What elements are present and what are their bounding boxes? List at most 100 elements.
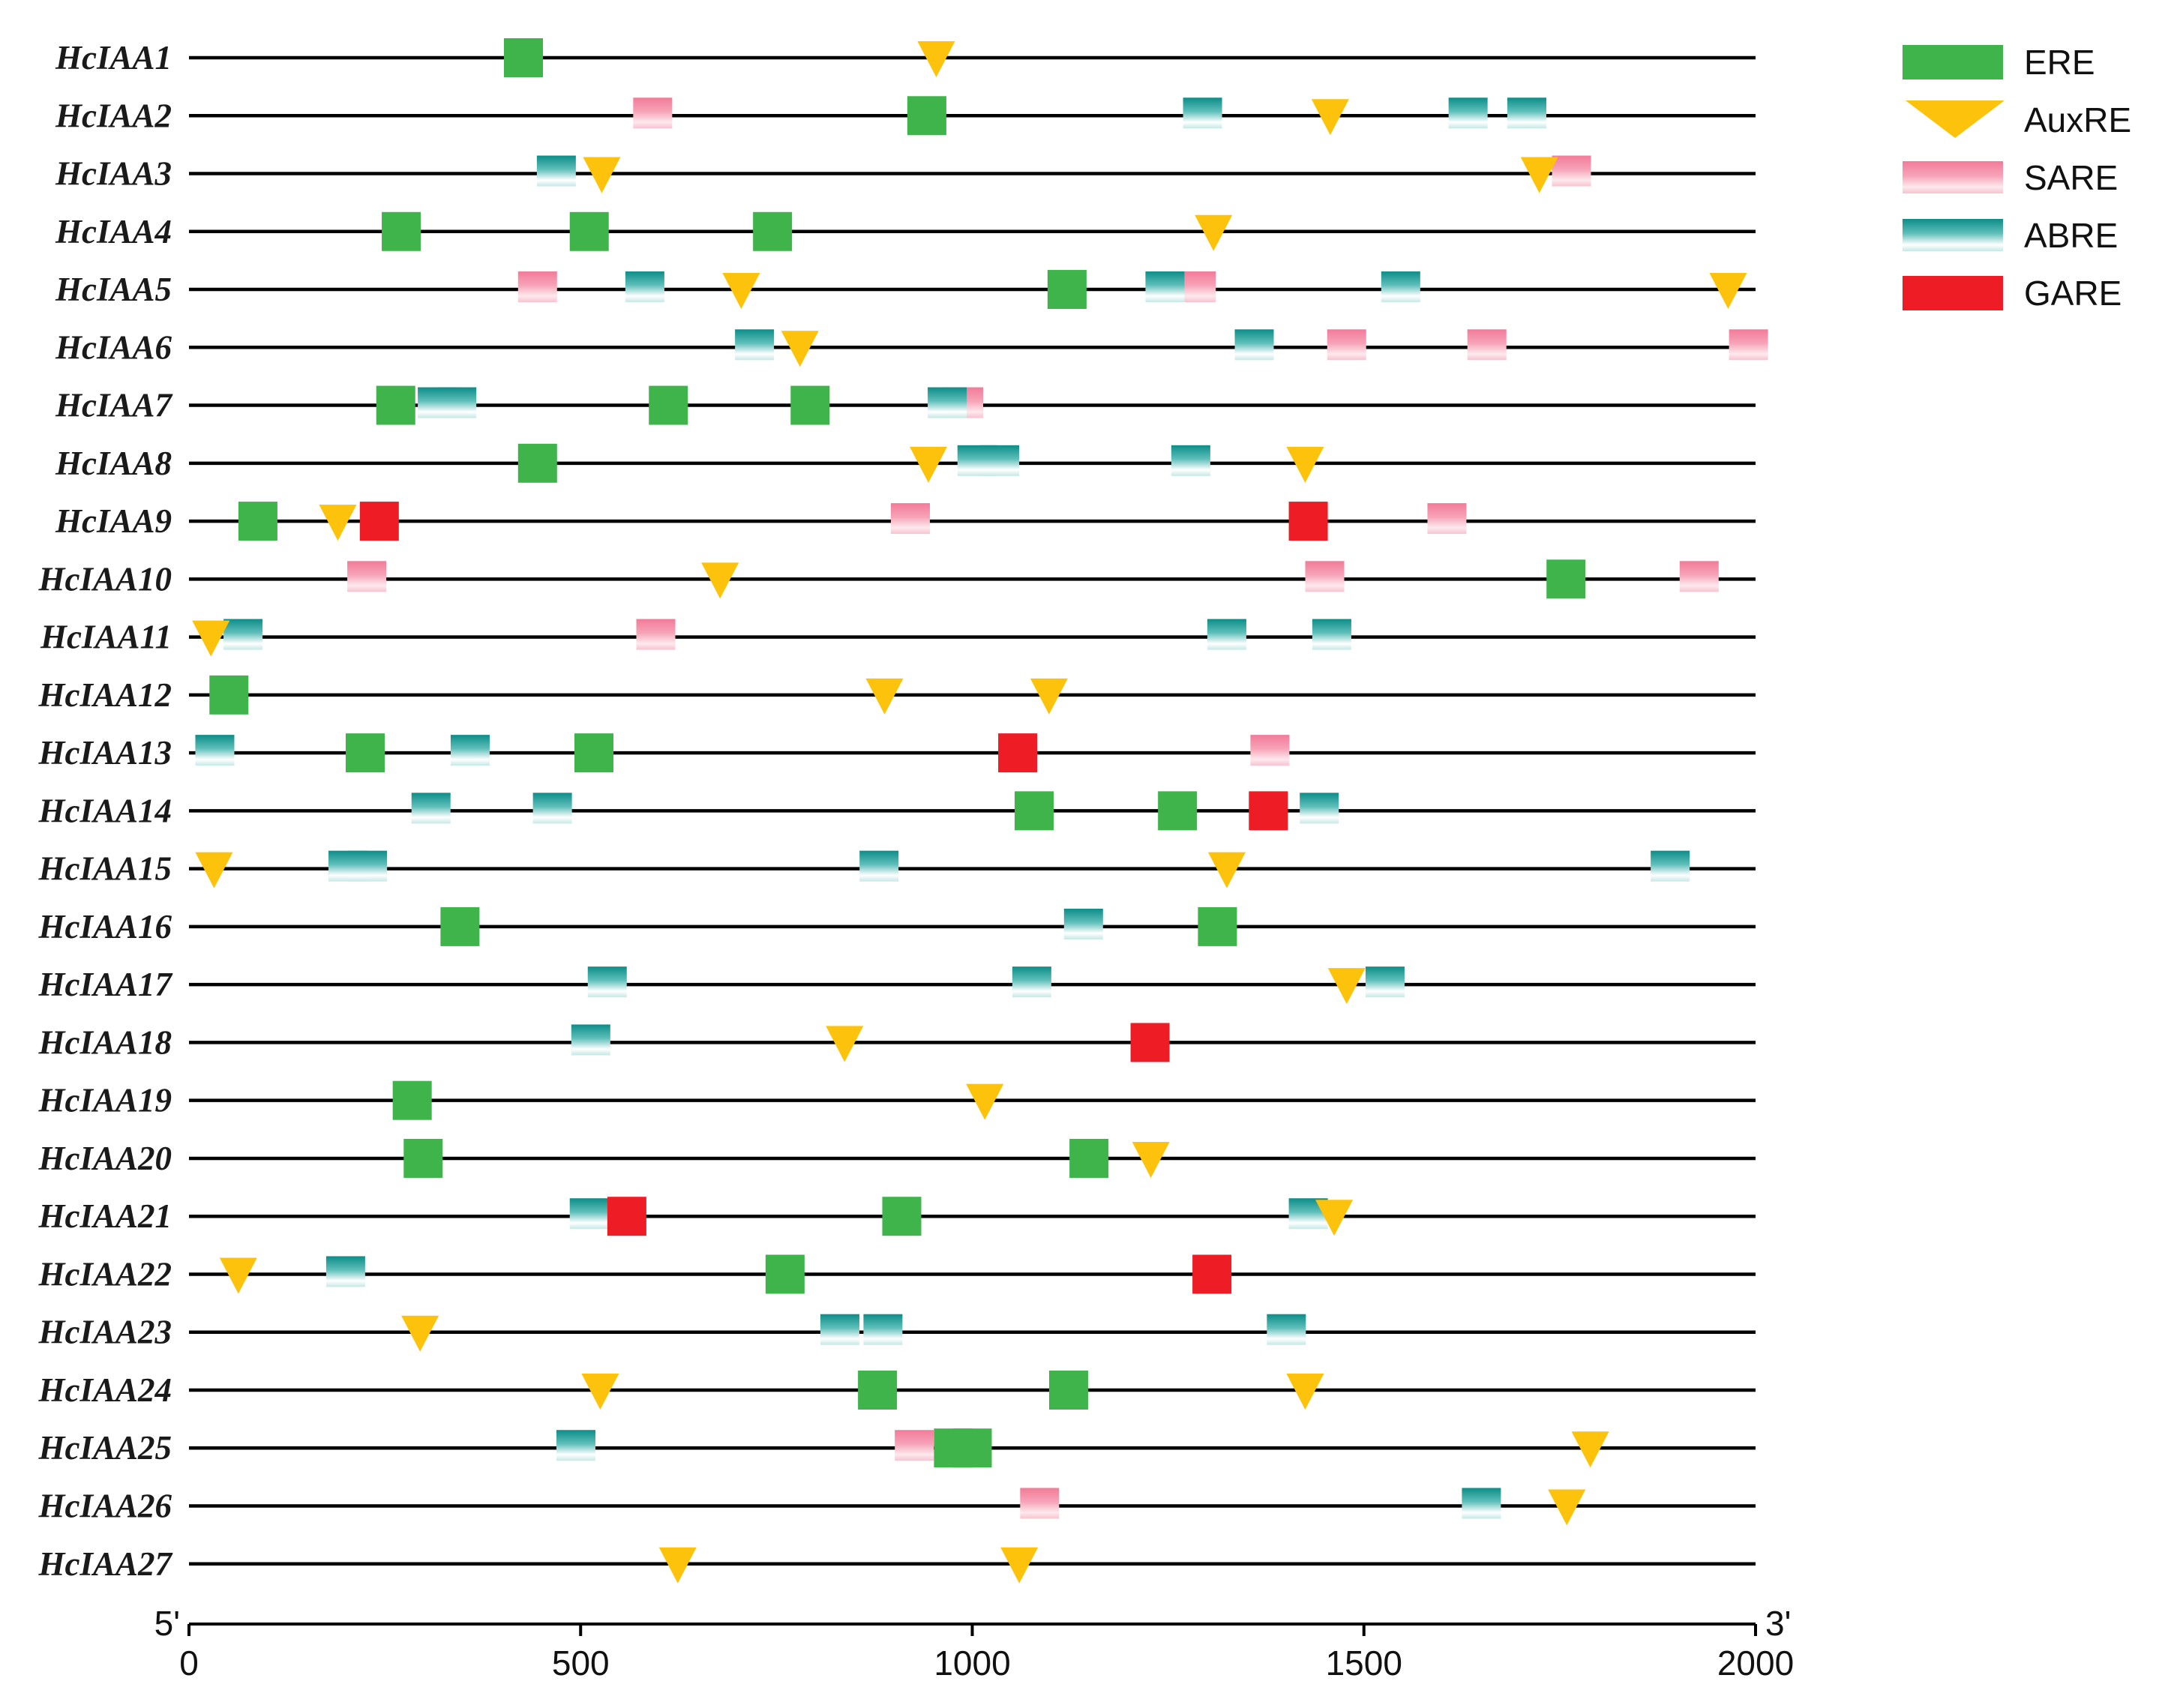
ere-marker (346, 733, 385, 773)
legend-label: AuxRE (2024, 100, 2131, 139)
legend: ERE AuxRE SARE ABRE GARE (1903, 43, 2131, 313)
legend-label: SARE (2024, 158, 2118, 197)
ere-marker (1069, 1138, 1109, 1178)
sare-marker (633, 97, 673, 129)
abre-marker (1267, 1314, 1306, 1345)
gene-label: HcIAA22 (37, 1255, 172, 1293)
gene-row: HcIAA8 (55, 443, 1756, 483)
abre-marker (820, 1314, 859, 1345)
gene-label: HcIAA11 (40, 619, 172, 656)
x-axis-tick-label: 1500 (1326, 1644, 1402, 1683)
gene-row: HcIAA23 (37, 1314, 1756, 1352)
auxre-marker (1571, 1431, 1609, 1468)
gene-row: HcIAA13 (37, 733, 1756, 773)
gene-row: HcIAA25 (37, 1428, 1756, 1468)
ere-legend-swatch (1903, 45, 2003, 79)
ere-marker (1015, 791, 1054, 831)
sare-marker (1020, 1488, 1060, 1519)
gene-label: HcIAA2 (55, 97, 172, 134)
gene-row: HcIAA27 (37, 1545, 1756, 1584)
sare-marker (1427, 503, 1467, 535)
gene-rows: HcIAA1 HcIAA2 HcIAA3 HcIAA4 HcIAA5 HcIAA6 HcIA… (37, 38, 1768, 1584)
ere-marker (753, 211, 793, 251)
ere-marker (504, 38, 544, 77)
abre-marker (223, 619, 263, 650)
gene-row: HcIAA22 (37, 1254, 1756, 1294)
ere-marker (790, 385, 830, 425)
gene-label: HcIAA4 (55, 213, 172, 250)
auxre-marker (1327, 968, 1366, 1005)
gene-label: HcIAA27 (37, 1545, 172, 1583)
gene-row: HcIAA26 (37, 1488, 1756, 1526)
legend-label: ABRE (2024, 216, 2118, 255)
sare-marker (1327, 329, 1366, 361)
auxre-marker (195, 852, 233, 888)
ere-marker (569, 211, 609, 251)
abre-marker (536, 155, 576, 187)
gare-marker (607, 1197, 646, 1236)
auxre-legend-swatch (1906, 100, 2005, 138)
abre-marker (1234, 329, 1274, 361)
abre-marker (859, 850, 899, 882)
sare-marker (1305, 561, 1345, 592)
abre-marker (1651, 850, 1690, 882)
abre-marker (348, 850, 388, 882)
sare-legend-swatch (1903, 161, 2003, 193)
x-axis-tick-label: 1000 (934, 1644, 1010, 1683)
gene-row: HcIAA20 (37, 1138, 1756, 1178)
abre-marker (569, 1198, 609, 1230)
sare-marker (1679, 561, 1719, 592)
legend-item-sare: SARE (1903, 158, 2118, 197)
abre-marker (1312, 619, 1351, 650)
gene-row: HcIAA2 (55, 96, 1756, 136)
gene-row: HcIAA6 (55, 328, 1768, 367)
gene-label: HcIAA16 (37, 908, 172, 945)
ere-marker (649, 385, 688, 425)
gene-row: HcIAA3 (55, 155, 1756, 193)
abre-marker (1063, 908, 1103, 939)
abre-marker (532, 793, 572, 824)
gene-row: HcIAA11 (40, 619, 1756, 657)
gene-label: HcIAA10 (37, 560, 172, 598)
gene-row: HcIAA24 (37, 1370, 1756, 1410)
gene-row: HcIAA19 (37, 1080, 1756, 1120)
sare-marker (347, 561, 387, 592)
auxre-marker (192, 620, 230, 657)
auxre-marker (401, 1315, 439, 1352)
gene-label: HcIAA7 (55, 387, 173, 424)
ere-marker (858, 1370, 898, 1410)
x-axis-tick-label: 0 (179, 1644, 199, 1683)
gene-row: HcIAA21 (37, 1197, 1756, 1236)
abre-marker (863, 1314, 903, 1345)
ere-marker (517, 443, 557, 483)
legend-label: GARE (2024, 274, 2122, 313)
abre-legend-swatch (1903, 219, 2003, 251)
gene-label: HcIAA14 (37, 792, 172, 829)
abre-marker (625, 271, 664, 303)
gene-row: HcIAA7 (55, 385, 1756, 425)
ere-marker (392, 1080, 432, 1120)
abre-marker (1300, 793, 1339, 824)
auxre-marker (826, 1026, 864, 1062)
ere-marker (376, 385, 415, 425)
sare-marker (1467, 329, 1507, 361)
gare-marker (1249, 791, 1288, 831)
auxre-marker (583, 157, 621, 193)
sare-marker (636, 619, 676, 650)
sare-marker (890, 503, 930, 535)
sare-marker (1250, 735, 1290, 766)
ere-marker (574, 733, 614, 773)
abre-marker (1012, 966, 1051, 998)
auxre-marker (966, 1083, 1004, 1120)
gene-label: HcIAA8 (55, 445, 172, 482)
x-axis-tick-label: 2000 (1717, 1644, 1794, 1683)
gene-row: HcIAA4 (55, 211, 1756, 251)
legend-item-ere: ERE (1903, 43, 2095, 82)
auxre-marker (658, 1547, 697, 1584)
sare-marker (1552, 155, 1591, 187)
auxre-marker (219, 1257, 257, 1294)
gare-legend-swatch (1903, 276, 2003, 310)
ere-marker (1047, 270, 1087, 310)
ere-marker (765, 1254, 805, 1294)
